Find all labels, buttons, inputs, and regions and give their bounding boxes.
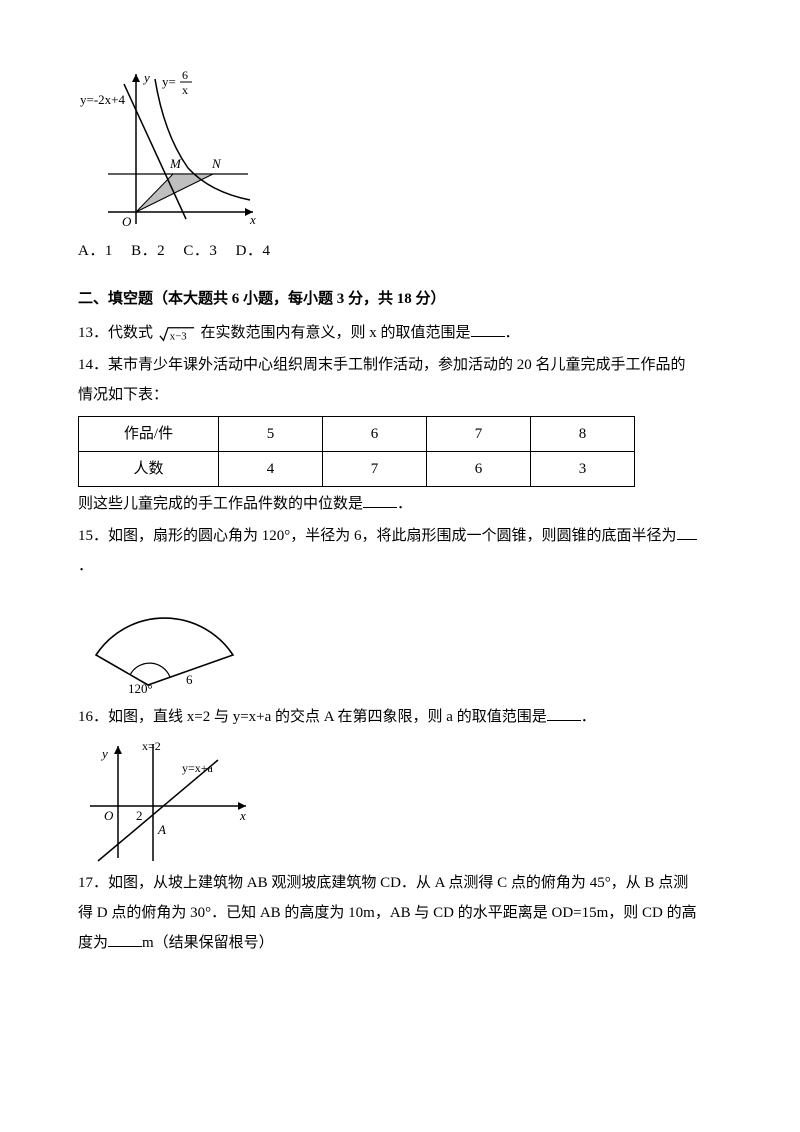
q13: 13．代数式 x−3 在实数范围内有意义，则 x 的取值范围是 ． xyxy=(78,318,722,348)
cell-d5: 3 xyxy=(531,452,635,487)
cell-h2: 5 xyxy=(219,417,323,452)
axis-x-label: x xyxy=(249,212,256,227)
cell-d1: 人数 xyxy=(79,452,219,487)
q13-tail: ． xyxy=(505,325,520,341)
section-2-title: 二、填空题（本大题共 6 小题，每小题 3 分，共 18 分） xyxy=(78,284,722,314)
q14-line3: 则这些儿童完成的手工作品件数的中位数是 xyxy=(78,496,363,512)
cell-h4: 7 xyxy=(427,417,531,452)
q15-blank[interactable] xyxy=(677,525,697,540)
q16-figure: y x O 2 A x=2 y=x+a xyxy=(78,736,722,866)
q14-line2: 情况如下表： xyxy=(78,380,722,410)
option-a[interactable]: A．1 xyxy=(78,243,113,259)
q16-a-label: A xyxy=(157,822,166,837)
q15: 15．如图，扇形的圆心角为 120°，半径为 6，将此扇形围成一个圆锥，则圆锥的… xyxy=(78,521,722,700)
q16-two: 2 xyxy=(136,808,143,823)
right-eq-1: y= xyxy=(162,74,176,89)
table-row: 人数 4 7 6 3 xyxy=(79,452,635,487)
q14-tail: ． xyxy=(397,496,412,512)
q13-pre: 13．代数式 xyxy=(78,325,153,341)
m-label: M xyxy=(169,156,182,171)
q14: 14．某市青少年课外活动中心组织周末手工制作活动，参加活动的 20 名儿童完成手… xyxy=(78,350,722,519)
cell-d4: 6 xyxy=(427,452,531,487)
table-row: 作品/件 5 6 7 8 xyxy=(79,417,635,452)
q15-line1: 15．如图，扇形的圆心角为 120°，半径为 6，将此扇形围成一个圆锥，则圆锥的… xyxy=(78,528,677,544)
q16-origin: O xyxy=(104,808,114,823)
q16-line-label: y=x+a xyxy=(182,761,214,775)
q16: 16．如图，直线 x=2 与 y=x+a 的交点 A 在第四象限，则 a 的取值… xyxy=(78,702,722,866)
q17-line2: 得 D 点的俯角为 30°．已知 AB 的高度为 10m，AB 与 CD 的水平… xyxy=(78,898,722,928)
q16-x-label: x xyxy=(239,808,246,823)
axis-y-label: y xyxy=(142,70,150,85)
right-eq-den: x xyxy=(182,83,188,97)
sqrt-inner: x−3 xyxy=(170,330,187,342)
q15-figure: 120° 6 xyxy=(78,585,722,700)
q17-line3-pre: 度为 xyxy=(78,935,108,951)
q14-line1: 14．某市青少年课外活动中心组织周末手工制作活动，参加活动的 20 名儿童完成手… xyxy=(78,350,722,380)
q16-y-label: y xyxy=(100,746,108,761)
right-eq-num: 6 xyxy=(182,68,188,82)
sqrt-icon: x−3 xyxy=(157,325,197,343)
cell-h3: 6 xyxy=(323,417,427,452)
n-label: N xyxy=(211,156,222,171)
q16-blank[interactable] xyxy=(547,706,581,721)
q14-table: 作品/件 5 6 7 8 人数 4 7 6 3 xyxy=(78,416,635,487)
sector-angle: 120° xyxy=(128,681,153,696)
option-c[interactable]: C．3 xyxy=(183,243,217,259)
q14-blank[interactable] xyxy=(363,493,397,508)
q12-figure: y x O y=-2x+4 y= 6 x M N xyxy=(78,64,722,234)
sector-radius: 6 xyxy=(186,672,193,687)
sector-icon: 120° 6 xyxy=(78,585,248,700)
cell-h1: 作品/件 xyxy=(79,417,219,452)
q16-graph: y x O 2 A x=2 y=x+a xyxy=(78,736,258,866)
option-b[interactable]: B．2 xyxy=(131,243,165,259)
q16-text: 16．如图，直线 x=2 与 y=x+a 的交点 A 在第四象限，则 a 的取值… xyxy=(78,709,547,725)
q17-line1: 17．如图，从坡上建筑物 AB 观测坡底建筑物 CD．从 A 点测得 C 点的俯… xyxy=(78,868,722,898)
origin-label: O xyxy=(122,214,132,229)
q12-options: A．1 B．2 C．3 D．4 xyxy=(78,236,722,266)
cell-d3: 7 xyxy=(323,452,427,487)
cell-h5: 8 xyxy=(531,417,635,452)
q15-tail: ． xyxy=(78,558,93,574)
q13-blank[interactable] xyxy=(471,322,505,337)
q16-x2-label: x=2 xyxy=(142,739,161,753)
q12-graph: y x O y=-2x+4 y= 6 x M N xyxy=(78,64,268,234)
left-eq-label: y=-2x+4 xyxy=(80,92,125,107)
q17: 17．如图，从坡上建筑物 AB 观测坡底建筑物 CD．从 A 点测得 C 点的俯… xyxy=(78,868,722,958)
cell-d2: 4 xyxy=(219,452,323,487)
q17-blank[interactable] xyxy=(108,932,142,947)
q16-tail: ． xyxy=(581,709,596,725)
q13-post: 在实数范围内有意义，则 x 的取值范围是 xyxy=(201,325,471,341)
q17-line3-post: m（结果保留根号） xyxy=(142,935,274,951)
option-d[interactable]: D．4 xyxy=(236,243,271,259)
